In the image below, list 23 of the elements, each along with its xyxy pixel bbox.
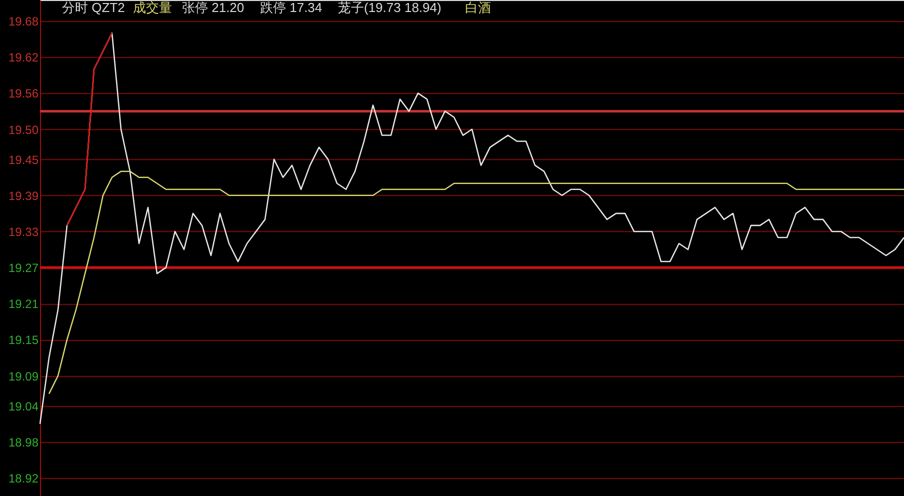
y-tick-label: 19.62 [8, 50, 39, 65]
y-tick-label: 19.39 [8, 188, 39, 203]
annotation: 白酒 [465, 0, 491, 15]
annotation: 茏子(19.73 18.94) [338, 0, 442, 15]
y-tick-label: 19.45 [8, 152, 39, 167]
chart-title: 分时 QZT2 [62, 0, 125, 15]
y-tick-label: 19.33 [8, 224, 39, 239]
y-tick-label: 19.27 [8, 261, 39, 276]
y-tick-label: 19.21 [8, 297, 39, 312]
y-tick-label: 18.92 [8, 471, 39, 486]
y-tick-label: 18.98 [8, 435, 39, 450]
y-tick-label: 19.09 [8, 369, 39, 384]
annotation: 成交量 [133, 0, 172, 15]
annotation: 张停 21.20 [182, 0, 244, 15]
y-tick-label: 19.04 [8, 399, 39, 414]
line-series [66, 32, 113, 226]
y-tick-label: 19.15 [8, 333, 39, 348]
y-tick-label: 19.56 [8, 86, 39, 101]
line-series [39, 32, 904, 425]
y-tick-label: 19.68 [8, 14, 39, 29]
annotation: 跌停 17.34 [260, 0, 322, 15]
line-series [48, 170, 904, 394]
y-tick-label: 19.50 [8, 122, 39, 137]
